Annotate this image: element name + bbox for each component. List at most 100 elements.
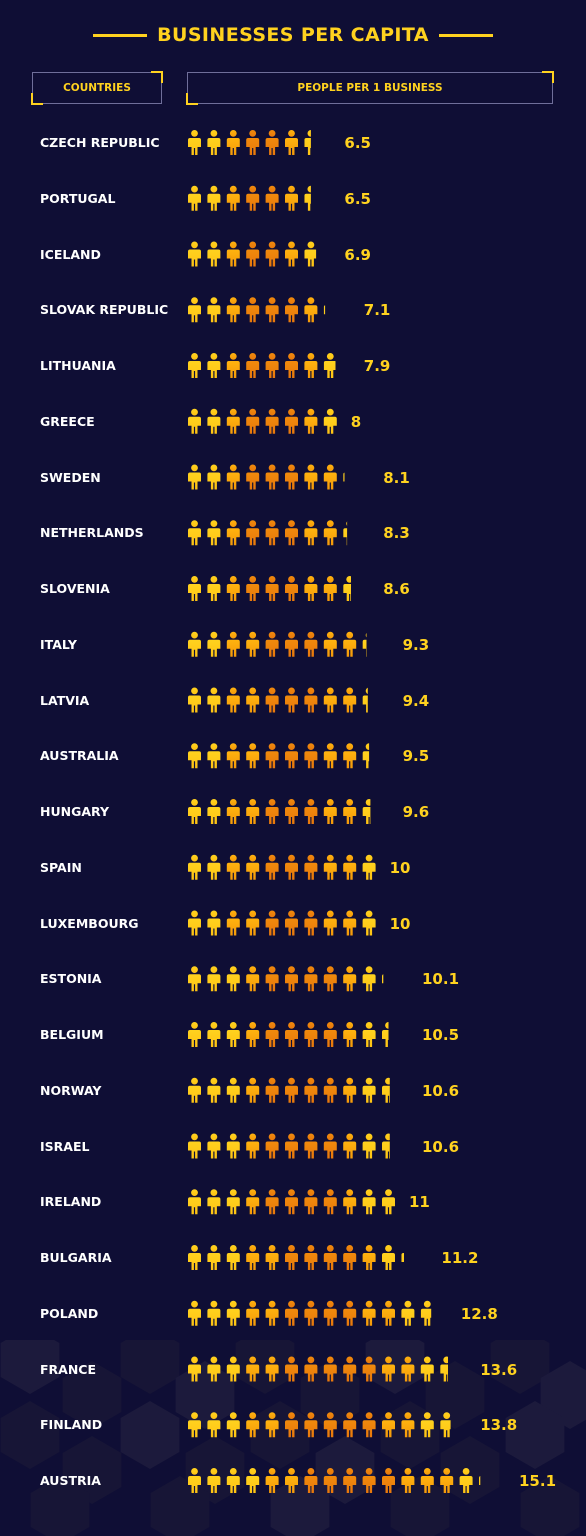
person-icon (304, 464, 318, 490)
person-icon (362, 1189, 376, 1215)
person-icon (323, 1245, 337, 1270)
country-label: BULGARIA (40, 1250, 112, 1265)
person-icon (304, 241, 317, 267)
person-icon (207, 297, 221, 323)
person-icon (285, 1133, 298, 1159)
person-icon (323, 408, 337, 434)
person-icon (362, 1245, 376, 1270)
person-icon (188, 631, 201, 657)
person-icon (362, 632, 367, 657)
person-icon (188, 1300, 201, 1326)
person-icon (265, 408, 279, 434)
country-label: CZECH REPUBLIC (40, 135, 160, 150)
person-icon (343, 1245, 357, 1270)
country-label: POLAND (40, 1305, 99, 1321)
hexagon-shape (425, 1361, 485, 1429)
hexagon-shape (0, 1401, 60, 1469)
person-icon (226, 241, 240, 267)
person-icon (285, 799, 298, 824)
person-icon (304, 520, 318, 546)
person-icon (343, 576, 352, 601)
person-icon (246, 1468, 260, 1493)
person-icon (246, 408, 260, 434)
person-icon (285, 1189, 298, 1215)
person-icon (188, 1245, 201, 1270)
person-icon (362, 1412, 376, 1438)
value-label: 15.1 (519, 1472, 557, 1490)
person-icon (323, 576, 337, 601)
person-icon (382, 1412, 395, 1438)
value-label: 10.6 (422, 1137, 460, 1156)
person-icon (188, 1077, 201, 1103)
person-icon (226, 1189, 240, 1215)
person-icon (285, 1356, 298, 1382)
person-icon (188, 966, 201, 992)
person-icon (188, 297, 201, 323)
person-icon (226, 353, 240, 378)
value-label: 10 (389, 858, 411, 877)
person-icon (401, 1300, 415, 1326)
person-icon (304, 1468, 318, 1493)
person-icon (343, 521, 348, 546)
value-label: 6.5 (344, 134, 371, 152)
person-icon (207, 353, 221, 378)
person-icon (226, 297, 240, 323)
chart-title: BUSINESSES PER CAPITA (157, 24, 429, 46)
person-icon (226, 1468, 240, 1493)
person-icon (343, 1133, 357, 1159)
value-label: 6.5 (344, 189, 371, 208)
person-icon (323, 910, 337, 936)
person-icon (207, 464, 221, 490)
person-icon (323, 966, 337, 992)
title-right-rule (438, 33, 493, 37)
person-icon (265, 185, 279, 211)
person-icon (246, 353, 260, 378)
hexagon-shape (315, 1436, 375, 1504)
country-label: IRELAND (40, 1194, 102, 1210)
country-label: GREECE (40, 413, 95, 429)
person-icon (362, 1022, 376, 1047)
person-icon (323, 1412, 337, 1438)
person-icon (246, 130, 260, 155)
person-icon (265, 799, 279, 824)
country-label: AUSTRALIA (40, 748, 119, 764)
value-label: 13.8 (480, 1416, 518, 1435)
person-icon (246, 799, 260, 824)
metric-header: PEOPLE PER 1 BUSINESS (186, 71, 554, 105)
person-icon (323, 799, 337, 824)
person-icon (207, 130, 221, 155)
person-icon (323, 1022, 337, 1047)
person-icon (323, 687, 337, 713)
person-icon (207, 1300, 221, 1326)
person-icon (246, 464, 260, 490)
person-icon (362, 1133, 376, 1159)
person-icon (304, 799, 318, 824)
person-icon (246, 1022, 260, 1047)
hexagon-shape (505, 1401, 565, 1469)
person-icon (362, 1356, 376, 1382)
person-icon (440, 1356, 449, 1382)
person-icon (246, 1077, 260, 1103)
hexagon-shape (520, 1476, 580, 1536)
person-icon (362, 910, 376, 936)
person-icon (304, 1077, 318, 1103)
person-icon (207, 854, 221, 880)
person-icon (207, 1412, 221, 1438)
value-label: 10.6 (422, 1081, 460, 1100)
value-label: 8.3 (383, 524, 410, 543)
hexagon-shape (150, 1476, 210, 1536)
person-icon (226, 1300, 240, 1326)
person-icon (265, 1133, 279, 1159)
person-icon (265, 464, 279, 490)
person-icon (343, 1412, 357, 1438)
countries-header-label: COUNTRIES (63, 82, 131, 94)
person-icon (246, 743, 260, 769)
person-icon (285, 743, 298, 769)
person-icon (285, 520, 298, 546)
person-icon (207, 910, 221, 936)
person-icon (246, 1412, 260, 1438)
person-icon (188, 464, 201, 490)
country-label: AUSTRIA (40, 1473, 101, 1488)
country-label: ITALY (40, 636, 77, 652)
person-icon (265, 1077, 279, 1103)
